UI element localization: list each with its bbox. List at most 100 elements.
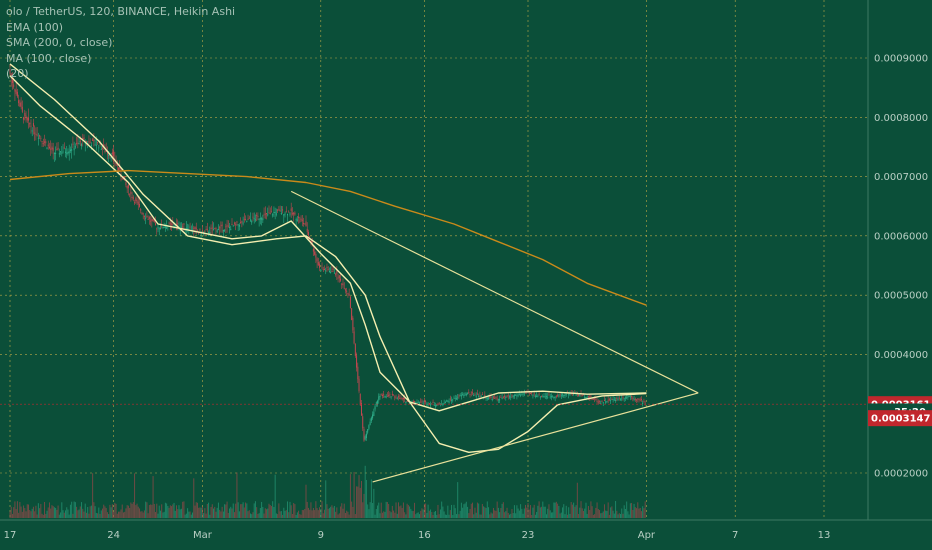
volume-bar: [353, 471, 355, 518]
volume-bar: [71, 501, 73, 518]
candle-body: [30, 125, 32, 127]
volume-bar: [356, 486, 358, 518]
candle-body: [510, 396, 512, 398]
volume-bar: [108, 514, 110, 518]
volume-bar: [344, 512, 346, 518]
volume-bar: [455, 514, 457, 518]
volume-bar: [106, 512, 108, 518]
volume-bar: [94, 506, 96, 518]
candle-body: [19, 102, 21, 107]
volume-bar: [198, 507, 200, 518]
candle-body: [104, 151, 106, 153]
candle-body: [432, 401, 434, 403]
candle-body: [374, 406, 376, 410]
candle-body: [634, 398, 636, 400]
legend-item-sma[interactable]: SMA (200, 0, close): [6, 36, 113, 49]
indicator-line: [9, 75, 647, 412]
volume-bar: [634, 507, 636, 518]
volume-bar: [309, 509, 311, 518]
candle-body: [236, 221, 238, 223]
candle-body: [467, 392, 469, 394]
volume-bar: [110, 507, 112, 518]
trend-lines[interactable]: [290, 190, 699, 483]
candle-body: [331, 271, 333, 273]
candle-body: [362, 416, 364, 429]
candle-body: [23, 117, 25, 120]
candle-body: [242, 222, 244, 224]
trend-line: [290, 190, 699, 394]
volume-bar: [544, 506, 546, 518]
volume-bar: [296, 512, 298, 518]
volume-bar: [534, 514, 536, 518]
candle-body: [632, 397, 634, 399]
candle-body: [409, 402, 411, 404]
volume-bar: [608, 514, 610, 518]
candle-body: [65, 151, 66, 153]
volume-bar: [415, 514, 417, 518]
volume-bar: [560, 512, 562, 518]
candle-body: [333, 272, 335, 274]
candle-body: [305, 221, 307, 227]
volume-bar: [565, 505, 567, 518]
volume-bar: [57, 505, 59, 518]
candle-body: [549, 396, 551, 398]
volume-bar: [245, 502, 247, 518]
volume-bar: [476, 502, 478, 518]
candle-body: [394, 396, 396, 398]
volume-bar: [644, 501, 646, 518]
legend-item-ema[interactable]: EMA (100): [6, 20, 64, 34]
grid-lines: [0, 0, 868, 520]
volume-bar: [95, 512, 97, 518]
volume-bar: [83, 511, 85, 518]
volume-bar: [161, 504, 163, 518]
candle-body: [277, 209, 279, 211]
volume-bar: [20, 506, 22, 518]
volume-bar: [491, 513, 493, 518]
volume-bar: [587, 506, 589, 518]
price-axis[interactable]: 0.0009000 0.0008000 0.0007000 0.0006000 0.00…: [874, 54, 928, 480]
volume-bar: [208, 502, 210, 518]
volume-bar: [264, 508, 266, 518]
volume-bar: [525, 504, 527, 518]
volume-bar: [58, 514, 60, 518]
candle-body: [437, 404, 439, 406]
volume-bar: [261, 501, 263, 518]
volume-bar: [328, 508, 330, 518]
candle-body: [85, 141, 87, 143]
legend-title[interactable]: olo / TetherUS, 120, BINANCE, Heikin Ash…: [6, 5, 236, 18]
volume-bar: [585, 502, 587, 518]
candle-body: [137, 201, 139, 205]
candle-body: [356, 355, 358, 368]
legend-item-extra[interactable]: (20): [6, 67, 29, 80]
candle-body: [324, 269, 325, 271]
candle-body: [245, 219, 247, 221]
legend-item-ma[interactable]: MA (100, close): [6, 51, 92, 65]
candle-body: [108, 154, 110, 156]
volume-bar: [380, 502, 382, 518]
volume-bar: [552, 512, 554, 518]
candle-body: [592, 398, 594, 400]
candle-body: [16, 91, 18, 97]
volume-bar: [129, 507, 131, 518]
candle-body: [9, 69, 11, 74]
volume-bar: [486, 501, 488, 518]
candle-body: [41, 141, 43, 143]
volume-bar: [591, 506, 593, 518]
candle-body: [548, 394, 550, 396]
candle-body: [268, 212, 270, 214]
price-axis-label: 0.0008000: [874, 113, 928, 124]
candle-body: [448, 401, 450, 403]
volume-bar: [367, 504, 369, 518]
candle-body: [225, 226, 227, 228]
candle-body: [536, 395, 538, 397]
candle-body: [69, 149, 71, 152]
volume-bar: [381, 512, 383, 518]
volume-bar: [574, 506, 576, 518]
volume-bar: [559, 513, 561, 518]
time-axis[interactable]: 17 24 Mar 9 16 23 Apr 7 13: [4, 530, 831, 541]
volume-bar: [90, 505, 92, 518]
candle-body: [156, 228, 158, 230]
volume-bar: [217, 502, 219, 518]
